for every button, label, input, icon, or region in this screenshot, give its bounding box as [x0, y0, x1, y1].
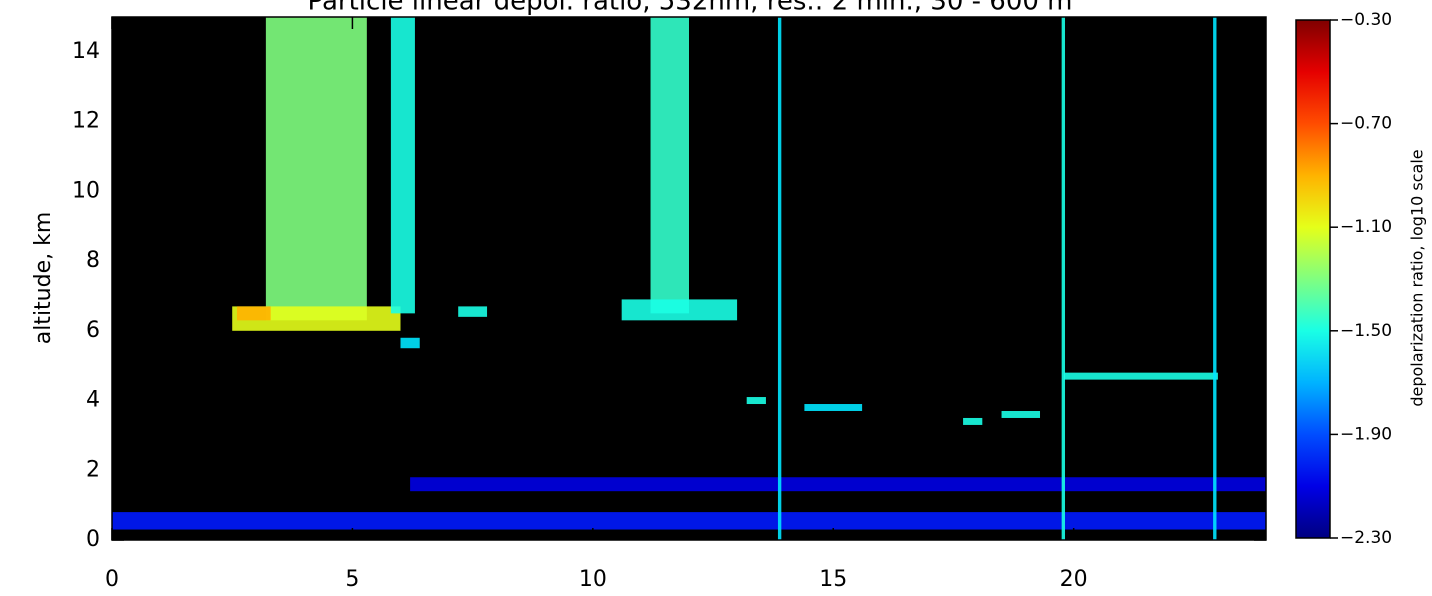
colorbar-tick-label: −1.10	[1340, 217, 1392, 237]
heatmap-cell	[1001, 410, 1041, 418]
heatmap-cell	[1064, 372, 1218, 380]
x-tick-label: 20	[1060, 567, 1088, 592]
colorbar	[1295, 19, 1331, 539]
y-tick-label: 8	[86, 248, 100, 273]
y-tick-label: 4	[86, 388, 100, 413]
colorbar-tick-label: −1.50	[1340, 321, 1392, 341]
x-tick-label: 15	[819, 567, 847, 592]
heatmap-cell	[1213, 17, 1217, 540]
y-axis-label: altitude, km	[31, 212, 56, 345]
heatmap-cell	[1061, 17, 1066, 540]
y-tick-label: 12	[72, 109, 100, 134]
y-tick-label: 0	[86, 527, 100, 552]
plot-frame	[111, 16, 1267, 541]
heatmap-cell	[621, 299, 738, 321]
heatmap-cell	[112, 512, 1266, 530]
y-tick-label: 2	[86, 457, 100, 482]
colorbar-tick-label: −0.70	[1340, 114, 1392, 134]
y-tick-label: 10	[72, 178, 100, 203]
colorbar-tick-label: −2.30	[1340, 528, 1392, 548]
x-tick-label: 5	[345, 567, 359, 592]
y-tick-label: 14	[72, 39, 100, 64]
heatmap-cell	[410, 477, 1266, 492]
heatmap-cell	[400, 337, 420, 349]
colorbar-tick-label: −0.30	[1340, 10, 1392, 30]
colorbar-label: depolarization ratio, log10 scale	[1408, 149, 1427, 406]
heatmap-cell	[804, 404, 863, 411]
heatmap-cell	[963, 417, 983, 425]
heatmap-cell	[265, 17, 367, 321]
heatmap-cell	[746, 397, 766, 405]
x-tick-label: 0	[105, 567, 119, 592]
x-tick-label: 10	[579, 567, 607, 592]
heatmap-cell	[390, 17, 415, 314]
chart-title: Particle linear depol. ratio, 532nm, res…	[307, 0, 1072, 17]
y-tick-label: 6	[86, 318, 100, 343]
heatmap-cell	[237, 306, 271, 321]
heatmap-cell	[458, 306, 488, 317]
colorbar-tick-label: −1.90	[1340, 424, 1392, 444]
heatmap-cell	[650, 17, 689, 314]
heatmap-cell	[777, 17, 782, 540]
